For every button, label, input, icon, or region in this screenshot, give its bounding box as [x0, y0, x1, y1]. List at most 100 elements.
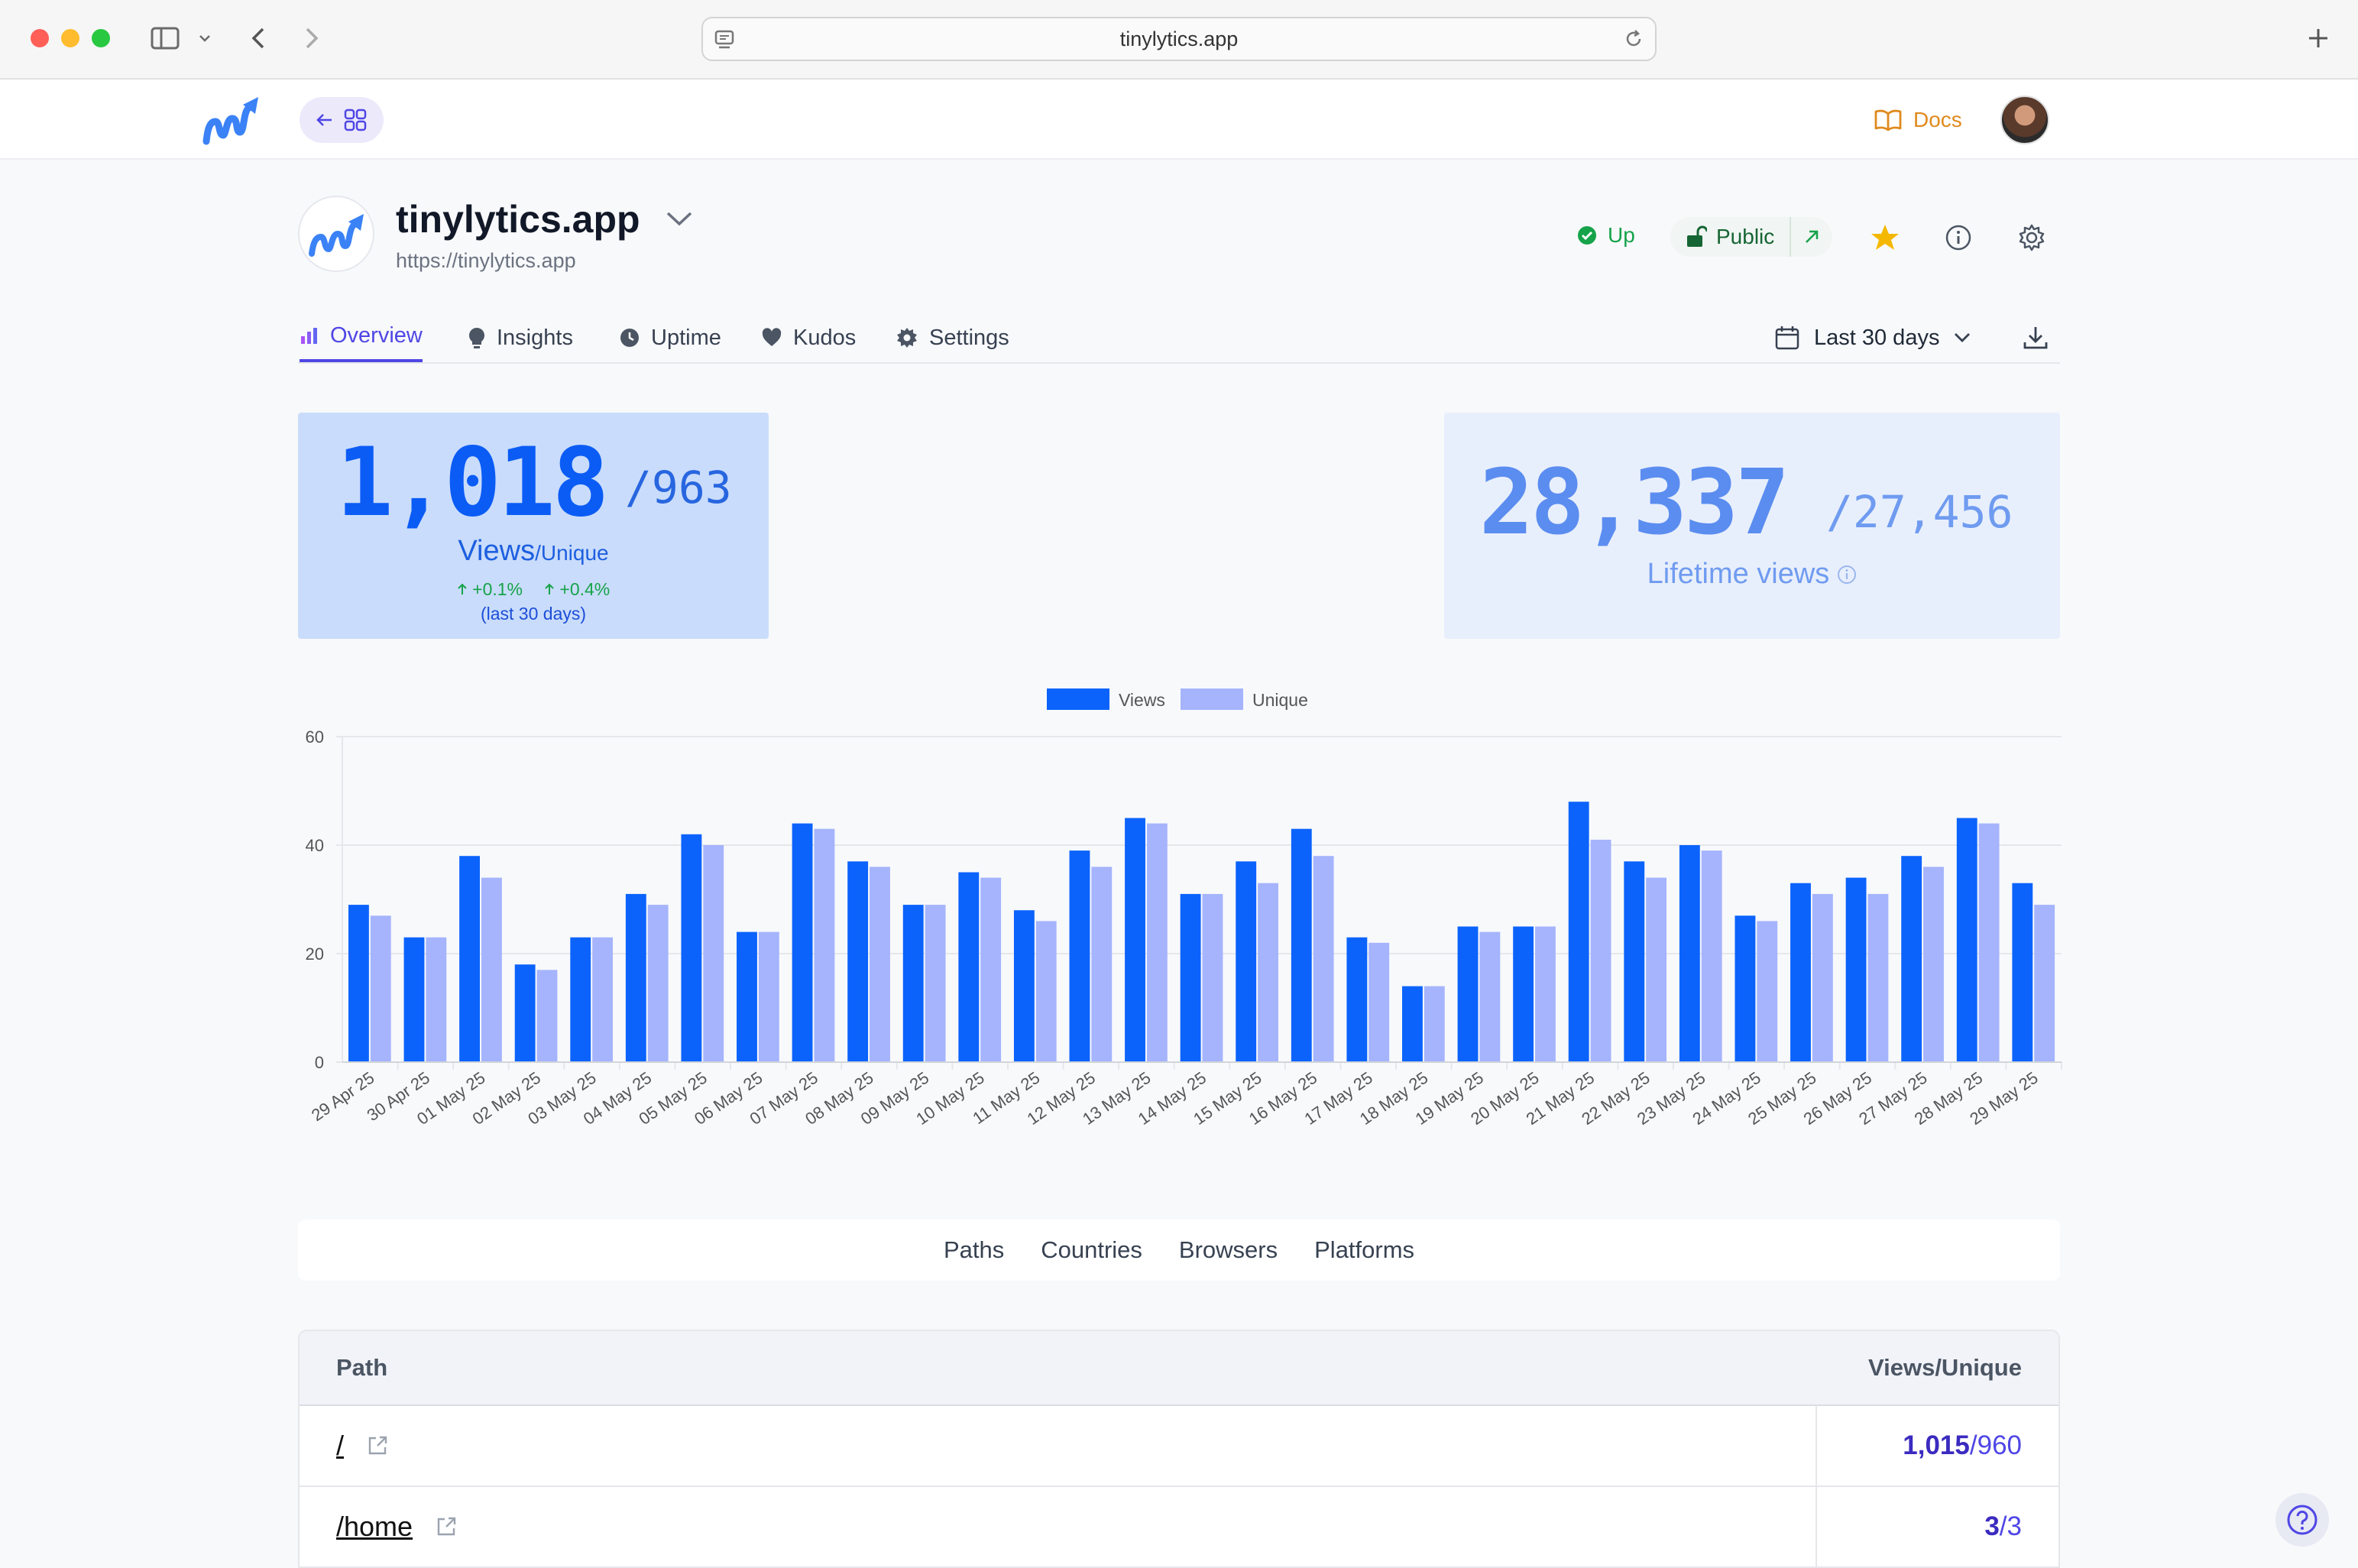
tab-uptime[interactable]: Uptime [619, 312, 721, 364]
unlock-icon [1687, 225, 1707, 247]
page-menu-icon[interactable] [714, 29, 735, 56]
arrow-left-icon [316, 114, 332, 126]
tinylytics-logo[interactable] [200, 88, 264, 152]
site-url: https://tinylytics.app [396, 249, 576, 272]
question-icon [2287, 1505, 2318, 1535]
unique-bar [925, 905, 946, 1062]
views-bar [514, 964, 536, 1062]
unique-bar [481, 877, 502, 1062]
unique-bar [426, 937, 447, 1062]
gear-icon[interactable] [2016, 222, 2048, 254]
status-label: Up [1608, 223, 1635, 247]
tab-settings[interactable]: Settings [896, 312, 1009, 364]
unique-bar [980, 877, 1002, 1062]
views-bar [1236, 861, 1257, 1062]
new-tab-icon[interactable] [2303, 20, 2334, 57]
book-icon [1874, 109, 1902, 131]
back-icon[interactable] [243, 20, 274, 57]
views-bar [681, 834, 702, 1062]
breakdown-tab-platforms[interactable]: Platforms [1314, 1236, 1415, 1263]
table-row: /home 3/3 [300, 1486, 2058, 1568]
views-bar [1346, 937, 1368, 1062]
path-link[interactable]: / [336, 1430, 345, 1461]
site-title: tinylytics.app [396, 198, 640, 241]
unique-bar [592, 937, 614, 1062]
unique-bar [870, 867, 890, 1062]
views-bar [1624, 861, 1645, 1062]
help-button[interactable] [2275, 1493, 2329, 1547]
zoom-window-button[interactable] [92, 29, 110, 47]
paths-table: Path Views/Unique / 1,015/960 /home 3/3 [298, 1330, 2060, 1568]
external-link-icon[interactable] [436, 1516, 457, 1537]
chevron-down-icon[interactable] [665, 209, 694, 232]
views-bar [1013, 910, 1035, 1062]
breakdown-tab-countries[interactable]: Countries [1041, 1236, 1142, 1263]
views-bar [958, 872, 980, 1062]
chevron-down-icon[interactable] [196, 20, 214, 57]
column-header-path: Path [336, 1354, 388, 1381]
unique-bar [647, 905, 669, 1062]
unique-bar [1757, 921, 1778, 1062]
lifetime-views-count: 28,337 [1479, 449, 1790, 555]
path-link[interactable]: /home [336, 1511, 413, 1542]
address-bar[interactable]: tinylytics.app [701, 17, 1657, 61]
minimize-window-button[interactable] [61, 29, 79, 47]
open-public-link-icon[interactable] [1790, 217, 1832, 257]
views-bar [1956, 818, 1977, 1062]
forward-icon[interactable] [296, 20, 327, 57]
lightbulb-icon [469, 328, 484, 348]
unique-bar [1646, 877, 1667, 1062]
views-bar [737, 931, 757, 1062]
breakdown-tab-paths[interactable]: Paths [943, 1236, 1005, 1263]
tab-insights[interactable]: Insights [468, 312, 573, 364]
date-range-select[interactable]: Last 30 days [1774, 321, 1971, 355]
views-bar [1402, 986, 1423, 1062]
tab-label: Insights [497, 325, 573, 350]
unique-label: /Unique [535, 541, 609, 565]
arrow-up-icon [458, 583, 467, 594]
views-bar [403, 937, 425, 1062]
unique-count: /963 [625, 462, 732, 513]
unique-bar [1146, 823, 1168, 1062]
breakdown-tab-browsers[interactable]: Browsers [1178, 1236, 1278, 1263]
visibility-badge[interactable]: Public [1670, 217, 1833, 257]
tab-label: Uptime [651, 325, 721, 350]
unique-bar [1424, 986, 1445, 1062]
views-unique-cell: 3/3 [1984, 1511, 2022, 1541]
info-icon[interactable] [1942, 222, 1974, 254]
chevron-down-icon [1955, 333, 1971, 342]
views-bar [1457, 926, 1479, 1062]
url-text: tinylytics.app [1119, 27, 1239, 50]
unique-bar [1812, 893, 1833, 1062]
legend-label: Unique [1252, 690, 1308, 710]
unique-bar [1867, 893, 1889, 1062]
views-label: Views [458, 535, 536, 567]
site-logo [298, 196, 374, 272]
external-link-icon[interactable] [367, 1435, 388, 1456]
star-icon[interactable] [1869, 222, 1901, 254]
views-bar [1568, 802, 1589, 1062]
tab-label: Overview [330, 322, 423, 348]
sidebar-toggle-icon[interactable] [148, 20, 182, 57]
tab-kudos[interactable]: Kudos [761, 312, 856, 364]
unique-bar [1978, 823, 2000, 1062]
y-tick-label: 0 [315, 1053, 324, 1072]
table-row: / 1,015/960 [300, 1405, 2058, 1487]
delta-period-note: (last 30 days) [480, 604, 587, 624]
views-bar [1679, 845, 1700, 1062]
bar-chart-icon [301, 328, 317, 344]
y-tick-label: 20 [306, 944, 324, 964]
back-to-sites-button[interactable] [300, 97, 384, 143]
download-icon[interactable] [2019, 321, 2052, 355]
user-avatar[interactable] [2000, 96, 2049, 144]
lifetime-stat-card: 28,337 /27,456 Lifetime views [1444, 413, 2060, 639]
unique-bar [1701, 850, 1722, 1062]
docs-link[interactable]: Docs [1874, 103, 1962, 137]
info-icon[interactable] [1837, 565, 1857, 585]
tab-overview[interactable]: Overview [300, 312, 423, 362]
views-bar [2012, 883, 2033, 1062]
unique-bar [1313, 856, 1334, 1062]
reload-icon[interactable] [1623, 28, 1644, 55]
uptime-status-badge[interactable]: Up [1566, 220, 1646, 251]
close-window-button[interactable] [31, 29, 49, 47]
